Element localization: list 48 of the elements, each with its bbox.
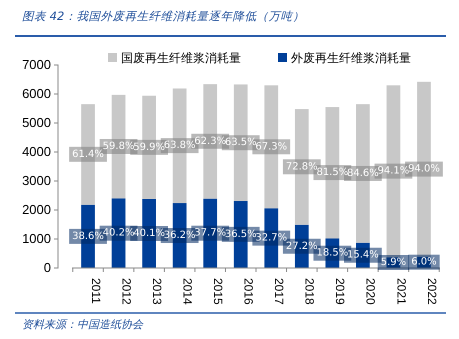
annotation: 40.2% xyxy=(102,228,134,239)
x-tick-label: 2015 xyxy=(211,278,226,306)
annotation: 27.2% xyxy=(286,240,318,252)
chart-title: 图表 42：我国外废再生纤维消耗量逐年降低（万吨） xyxy=(22,9,304,23)
x-tick-label: 2013 xyxy=(150,278,164,306)
x-tick-label: 2012 xyxy=(119,278,134,306)
annotation: 59.9% xyxy=(133,142,166,153)
annotation: 15.4% xyxy=(346,250,379,261)
annotation: 94.1% xyxy=(378,166,410,177)
text: 资料来源：中国造纸协会 xyxy=(22,318,144,331)
legend-label: 外废再生纤维浆消耗量 xyxy=(291,51,411,65)
annotation: 40.1% xyxy=(133,228,166,239)
annotation: 18.5% xyxy=(316,248,348,259)
y-tick-label: 0 xyxy=(44,260,51,276)
annotation: 38.6% xyxy=(72,230,104,242)
y-tick-label: 5000 xyxy=(22,115,51,130)
annotation: 36.2% xyxy=(164,230,196,242)
y-tick-label: 7000 xyxy=(22,57,51,72)
x-tick-label: 2014 xyxy=(180,278,194,306)
x-tick-label: 2021 xyxy=(394,278,408,306)
annotation: 6.0% xyxy=(411,256,437,268)
x-tick-label: 2017 xyxy=(272,278,286,306)
y-tick-label: 6000 xyxy=(22,86,51,102)
legend-label: 国废再生纤维浆消耗量 xyxy=(121,51,241,65)
y-tick-label: 2000 xyxy=(22,202,51,218)
x-tick-label: 2022 xyxy=(424,278,439,306)
annotation: 94.0% xyxy=(408,164,440,175)
annotation: 37.7% xyxy=(194,228,226,239)
annotation: 84.6% xyxy=(346,168,379,179)
annotation: 32.7% xyxy=(255,232,288,244)
annotation: 62.3% xyxy=(194,136,226,147)
annotation: 72.8% xyxy=(286,161,318,172)
annotation: 59.8% xyxy=(102,140,134,152)
x-tick-label: 2018 xyxy=(302,278,317,306)
annotation: 5.9% xyxy=(380,256,406,268)
y-tick-label: 3000 xyxy=(22,173,51,188)
annotation: 67.3% xyxy=(255,141,288,152)
annotation: 61.4% xyxy=(72,148,104,160)
annotation: 63.8% xyxy=(164,140,196,152)
x-tick-label: 2019 xyxy=(333,278,348,306)
annotation: 81.5% xyxy=(316,167,348,178)
x-tick-label: 2011 xyxy=(88,278,103,304)
x-tick-label: 2020 xyxy=(364,278,378,306)
annotation: 36.5% xyxy=(224,228,257,240)
x-tick-label: 2016 xyxy=(242,278,256,306)
y-tick-label: 4000 xyxy=(22,144,51,160)
y-tick-label: 1000 xyxy=(22,231,51,246)
annotation: 63.5% xyxy=(224,137,257,148)
